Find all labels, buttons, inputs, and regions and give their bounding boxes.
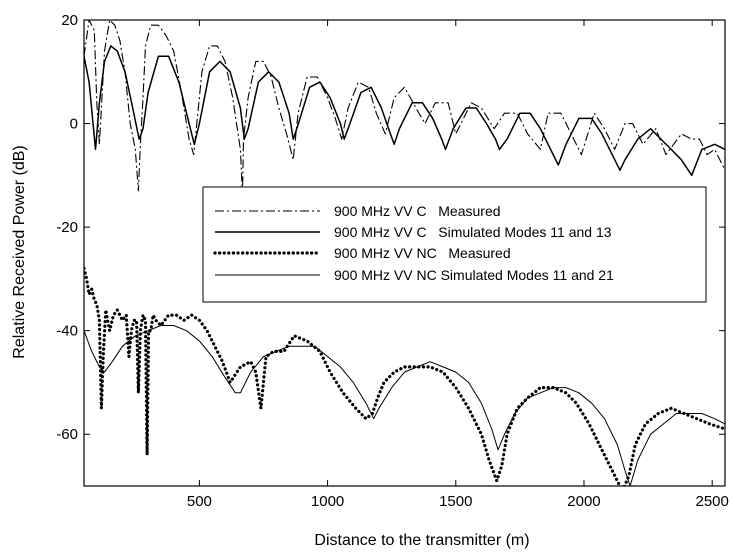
series-line-4 [84,325,725,486]
series-layer [84,20,725,486]
y-tick-label: -20 [56,219,78,236]
y-tick-label: 20 [61,12,78,29]
y-tick-label: -60 [56,426,78,443]
y-tick-label: -40 [56,323,78,340]
legend-entries: 900 MHz VV C Measured 900 MHz VV C Simula… [213,203,614,283]
x-tick-label: 1000 [311,493,344,510]
y-axis-label: Relative Received Power (dB) [11,145,28,358]
series-line-2 [84,45,725,177]
x-tick-label: 2500 [695,493,728,510]
legend: 900 MHz VV C Measured 900 MHz VV C Simula… [202,186,707,303]
plot-frame [83,19,726,487]
x-tick-label: 2000 [567,493,600,510]
legend-box [202,186,707,303]
x-tick-label: 500 [187,493,212,510]
y-tick-label: 0 [70,116,78,133]
legend-label-3: 900 MHz VV NC Measured [334,245,511,261]
series-line-1 [84,20,725,197]
legend-label-2: 900 MHz VV C Simulated Modes 11 and 13 [334,224,612,240]
plot-area: 500 1000 1500 2000 2500 20 0 -20 -40 -60 [56,12,729,510]
x-axis-label: Distance to the transmitter (m) [314,532,529,549]
legend-label-1: 900 MHz VV C Measured [334,203,501,219]
legend-label-4: 900 MHz VV NC Simulated Modes 11 and 21 [334,267,614,283]
tick-layer: 500 1000 1500 2000 2500 20 0 -20 -40 -60 [56,12,729,510]
x-tick-label: 1500 [439,493,472,510]
